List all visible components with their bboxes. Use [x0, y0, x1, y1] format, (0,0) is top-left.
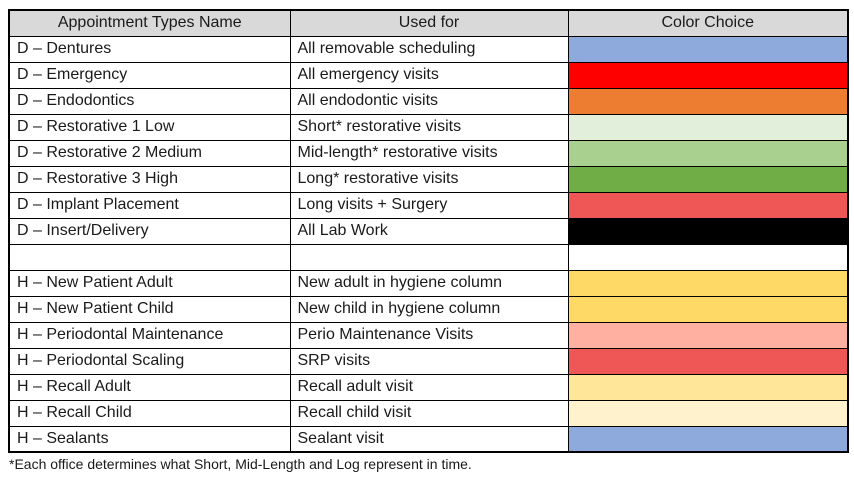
appointment-type-name-cell: D – Restorative 3 High: [8, 165, 291, 193]
used-for-cell: Long visits + Surgery: [289, 191, 569, 219]
used-for-cell: Mid-length* restorative visits: [289, 139, 569, 167]
used-for-cell: All removable scheduling: [289, 35, 569, 63]
color-choice-swatch: [567, 217, 849, 245]
table-row: D – Emergency All emergency visits: [8, 61, 849, 89]
col-header-used-for: Used for: [289, 9, 569, 37]
table-row: D – Dentures All removable scheduling: [8, 35, 849, 63]
appointment-type-name-cell: D – Insert/Delivery: [8, 217, 291, 245]
color-choice-swatch: [567, 295, 849, 323]
color-choice-swatch: [567, 191, 849, 219]
used-for-cell: SRP visits: [289, 347, 569, 375]
table-row: H – Recall Adult Recall adult visit: [8, 373, 849, 401]
table-row: H – New Patient Child New child in hygien…: [8, 295, 849, 323]
used-for-cell: New child in hygiene column: [289, 295, 569, 323]
color-choice-swatch: [567, 321, 849, 349]
appointment-type-name-cell: [8, 243, 291, 271]
appointment-type-name-cell: H – Periodontal Scaling: [8, 347, 291, 375]
appointment-type-name-cell: D – Implant Placement: [8, 191, 291, 219]
used-for-cell: Recall child visit: [289, 399, 569, 427]
used-for-cell: Short* restorative visits: [289, 113, 569, 141]
color-choice-swatch: [567, 139, 849, 167]
color-choice-swatch: [567, 399, 849, 427]
appointment-type-name-cell: D – Dentures: [8, 35, 291, 63]
col-header-appointment-types-name: Appointment Types Name: [8, 9, 291, 37]
appointment-types-table: Appointment Types Name Used for Color Choi…: [8, 9, 849, 453]
color-choice-swatch: [567, 269, 849, 297]
table-row: H – New Patient Adult New adult in hygien…: [8, 269, 849, 297]
color-choice-swatch: [567, 425, 849, 453]
used-for-cell: Sealant visit: [289, 425, 569, 453]
appointment-type-name-cell: H – New Patient Child: [8, 295, 291, 323]
color-choice-swatch: [567, 113, 849, 141]
appointment-type-name-cell: D – Restorative 1 Low: [8, 113, 291, 141]
page: Appointment Types Name Used for Color Choi…: [8, 9, 849, 472]
table-row: D – Restorative 2 Medium Mid-length* rest…: [8, 139, 849, 167]
col-header-color-choice: Color Choice: [567, 9, 849, 37]
color-choice-swatch: [567, 243, 849, 271]
color-choice-swatch: [567, 87, 849, 115]
used-for-cell: [289, 243, 569, 271]
table-row: D – Endodontics All endodontic visits: [8, 87, 849, 115]
footnote: *Each office determines what Short, Mid-…: [9, 456, 472, 472]
color-choice-swatch: [567, 35, 849, 63]
table-row: H – Periodontal Maintenance Perio Mainten…: [8, 321, 849, 349]
appointment-type-name-cell: H – Recall Child: [8, 399, 291, 427]
table-row: H – Sealants Sealant visit: [8, 425, 849, 453]
used-for-cell: All endodontic visits: [289, 87, 569, 115]
appointment-type-name-cell: D – Restorative 2 Medium: [8, 139, 291, 167]
table-header-row: Appointment Types Name Used for Color Choi…: [8, 9, 849, 37]
table-row: D – Restorative 3 High Long* restorative …: [8, 165, 849, 193]
table-row: H – Recall Child Recall child visit: [8, 399, 849, 427]
table-row: H – Periodontal Scaling SRP visits: [8, 347, 849, 375]
appointment-type-name-cell: H – New Patient Adult: [8, 269, 291, 297]
appointment-type-name-cell: H – Recall Adult: [8, 373, 291, 401]
table-row: D – Implant Placement Long visits + Surge…: [8, 191, 849, 219]
appointment-type-name-cell: H – Sealants: [8, 425, 291, 453]
used-for-cell: Perio Maintenance Visits: [289, 321, 569, 349]
used-for-cell: Recall adult visit: [289, 373, 569, 401]
color-choice-swatch: [567, 61, 849, 89]
color-choice-swatch: [567, 165, 849, 193]
used-for-cell: Long* restorative visits: [289, 165, 569, 193]
used-for-cell: New adult in hygiene column: [289, 269, 569, 297]
color-choice-swatch: [567, 347, 849, 375]
table-row: D – Restorative 1 Low Short* restorative …: [8, 113, 849, 141]
appointment-type-name-cell: D – Endodontics: [8, 87, 291, 115]
appointment-type-name-cell: D – Emergency: [8, 61, 291, 89]
used-for-cell: All Lab Work: [289, 217, 569, 245]
used-for-cell: All emergency visits: [289, 61, 569, 89]
table-row: [8, 243, 849, 271]
appointment-type-name-cell: H – Periodontal Maintenance: [8, 321, 291, 349]
color-choice-swatch: [567, 373, 849, 401]
table-row: D – Insert/Delivery All Lab Work: [8, 217, 849, 245]
